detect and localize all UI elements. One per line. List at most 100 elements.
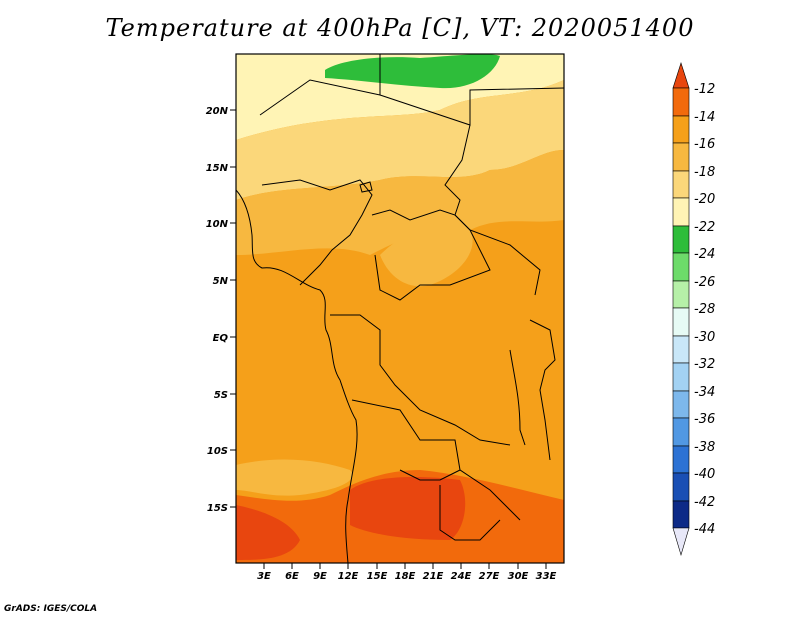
- border-congo: [330, 314, 511, 446]
- y-tick-5s: 5S: [214, 390, 236, 401]
- x-tick-15e: 15E: [367, 563, 388, 582]
- x-tick-6e: 6E: [285, 563, 299, 582]
- border-lake: [509, 349, 526, 446]
- colorbar-label-m28: -28: [694, 302, 715, 317]
- colorbar-swatch-2: [672, 115, 690, 144]
- border-zambia: [439, 485, 501, 541]
- y-tick-label-10s: 10S: [207, 446, 228, 457]
- x-tick-label-3e: 3E: [257, 571, 271, 582]
- boundaries: [236, 54, 564, 563]
- border-east: [529, 319, 556, 461]
- colorbar-swatch-16: [672, 500, 690, 529]
- colorbar-label-m40: -40: [694, 467, 715, 482]
- x-tick-33e: 33E: [536, 563, 557, 582]
- colorbar-label-m34: -34: [694, 385, 715, 400]
- chart-title: Temperature at 400hPa [C], VT: 202005140…: [105, 14, 695, 42]
- colorbar-swatch-4: [672, 170, 690, 199]
- colorbar-swatch-12: [672, 390, 690, 419]
- field-south-pale: [236, 459, 353, 496]
- colorbar-swatch-15: [672, 472, 690, 502]
- field-car-patch: [380, 223, 473, 287]
- lake-chad: [359, 181, 373, 193]
- field-zambia-hot: [350, 477, 466, 540]
- colorbar: -12 -14 -16 -18 -20 -22 -24 -26 -28 -30 …: [672, 62, 715, 557]
- y-tick-label-20n: 20N: [206, 106, 229, 117]
- x-tick-label-18e: 18E: [395, 571, 416, 582]
- colorbar-label-m44: -44: [694, 522, 715, 537]
- colorbar-label-m20: -20: [694, 192, 715, 207]
- colorbar-label-m32: -32: [694, 357, 715, 372]
- y-tick-20n: 20N: [206, 106, 236, 117]
- field-green-north: [325, 54, 500, 89]
- x-tick-label-6e: 6E: [285, 571, 299, 582]
- x-tick-30e: 30E: [508, 563, 529, 582]
- colorbar-swatch-10: [672, 335, 690, 364]
- x-tick-3e: 3E: [257, 563, 271, 582]
- colorbar-swatch-1: [672, 87, 690, 117]
- y-axis: 20N 15N 10N 5N EQ 5S 10S 15S: [206, 106, 236, 514]
- colorbar-label-m24: -24: [694, 247, 715, 262]
- colorbar-swatch-6: [672, 225, 690, 254]
- border-chad-sudan: [444, 124, 471, 216]
- colorbar-label-m42: -42: [694, 495, 715, 510]
- field-north-light: [236, 80, 564, 200]
- x-tick-27e: 27E: [479, 563, 500, 582]
- y-tick-label-15s: 15S: [207, 503, 228, 514]
- x-tick-label-24e: 24E: [451, 571, 472, 582]
- plot-frame: [235, 53, 565, 564]
- y-tick-10n: 10N: [206, 219, 236, 230]
- colorbar-label-m26: -26: [694, 275, 715, 290]
- colorbar-swatch-8: [672, 280, 690, 309]
- x-tick-label-15e: 15E: [367, 571, 388, 582]
- colorbar-label-m16: -16: [694, 137, 715, 152]
- y-tick-5n: 5N: [213, 276, 236, 287]
- y-tick-eq: EQ: [213, 333, 236, 344]
- colorbar-label-m30: -30: [694, 330, 715, 345]
- coastline-west: [236, 189, 358, 563]
- y-tick-10s: 10S: [207, 446, 236, 457]
- y-tick-label-eq: EQ: [213, 333, 229, 344]
- x-axis: 3E 6E 9E 12E 15E 18E 21E 24E 27E 30E 33E: [257, 563, 557, 582]
- colorbar-swatch-11: [672, 362, 690, 392]
- border-niger-chad: [259, 79, 381, 116]
- x-tick-18e: 18E: [395, 563, 416, 582]
- x-tick-12e: 12E: [338, 563, 359, 582]
- x-tick-label-30e: 30E: [508, 571, 529, 582]
- x-tick-21e: 21E: [423, 563, 444, 582]
- colorbar-label-m18: -18: [694, 165, 715, 180]
- x-tick-label-12e: 12E: [338, 571, 359, 582]
- x-tick-label-27e: 27E: [479, 571, 500, 582]
- x-tick-9e: 9E: [313, 563, 327, 582]
- colorbar-swatch-7: [672, 252, 690, 282]
- x-tick-label-9e: 9E: [313, 571, 327, 582]
- x-tick-label-21e: 21E: [423, 571, 444, 582]
- colorbar-label-m12: -12: [694, 82, 715, 97]
- colorbar-swatch-14: [672, 445, 690, 474]
- border-car: [371, 209, 491, 301]
- temperature-field: [236, 54, 564, 563]
- credit-label: GrADS: IGES/COLA: [4, 604, 98, 614]
- field-southwest-hot: [236, 505, 300, 560]
- y-tick-label-5s: 5S: [214, 390, 228, 401]
- y-tick-15s: 15S: [207, 503, 236, 514]
- x-tick-label-33e: 33E: [536, 571, 557, 582]
- colorbar-label-m14: -14: [694, 110, 715, 125]
- border-drc-angola: [351, 399, 461, 471]
- border-angola-zambia: [399, 469, 521, 521]
- field-sahel: [236, 150, 564, 255]
- colorbar-swatch-5: [672, 197, 690, 227]
- colorbar-swatch-13: [672, 417, 690, 447]
- colorbar-top-arrow: [672, 62, 690, 89]
- x-tick-24e: 24E: [451, 563, 472, 582]
- y-tick-15n: 15N: [206, 163, 236, 174]
- y-tick-label-5n: 5N: [213, 276, 229, 287]
- y-tick-label-15n: 15N: [206, 163, 229, 174]
- colorbar-label-m38: -38: [694, 440, 715, 455]
- border-south-sudan: [454, 214, 541, 296]
- y-tick-label-10n: 10N: [206, 219, 229, 230]
- colorbar-label-m36: -36: [694, 412, 715, 427]
- border-nigeria: [261, 179, 373, 286]
- colorbar-swatch-9: [672, 307, 690, 337]
- colorbar-bottom-arrow: [672, 527, 690, 557]
